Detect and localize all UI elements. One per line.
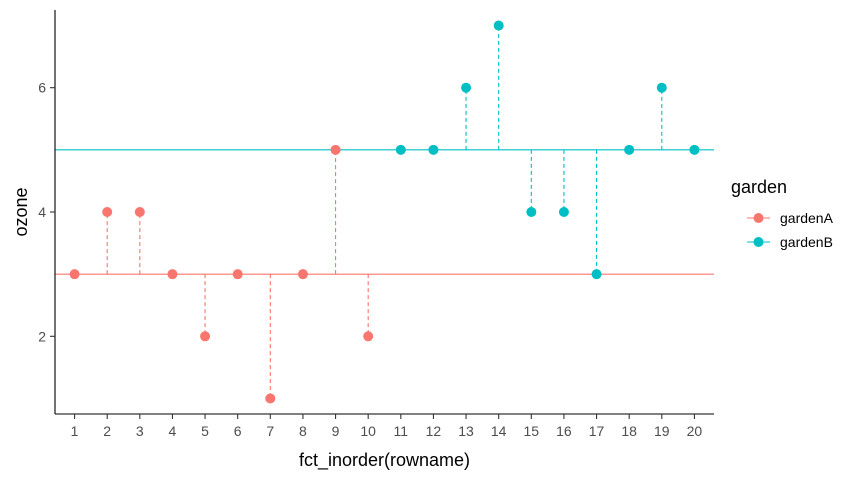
plot-area xyxy=(55,20,714,404)
point-gardenA-2 xyxy=(102,207,113,217)
x-tick-label-8: 8 xyxy=(299,423,307,439)
point-gardenA-8 xyxy=(297,269,308,280)
x-tick-label-4: 4 xyxy=(169,423,177,439)
y-axis-title: ozone xyxy=(11,187,31,236)
legend-label-gardenB: gardenB xyxy=(780,234,833,250)
x-tick-label-5: 5 xyxy=(201,423,209,439)
legend: garden gardenA gardenB xyxy=(731,177,834,250)
point-gardenA-4 xyxy=(167,269,178,280)
y-tick-label-4: 4 xyxy=(38,204,46,220)
legend-label-gardenA: gardenA xyxy=(780,210,834,226)
point-gardenA-3 xyxy=(134,207,145,217)
x-tick-label-7: 7 xyxy=(266,423,274,439)
x-tick-label-9: 9 xyxy=(332,423,340,439)
point-gardenA-7 xyxy=(265,393,276,404)
point-gardenB-13 xyxy=(461,82,472,93)
x-tick-label-14: 14 xyxy=(491,423,507,439)
x-tick-label-15: 15 xyxy=(524,423,540,439)
x-axis-title: fct_inorder(rowname) xyxy=(299,450,470,471)
point-gardenB-12 xyxy=(428,144,439,155)
x-tick-label-19: 19 xyxy=(654,423,670,439)
x-tick-label-11: 11 xyxy=(394,423,409,439)
x-tick-label-16: 16 xyxy=(556,423,572,439)
x-tick-label-13: 13 xyxy=(458,423,474,439)
x-tick-label-18: 18 xyxy=(621,423,637,439)
point-gardenA-10 xyxy=(363,331,374,342)
point-gardenA-1 xyxy=(69,269,80,280)
y-tick-label-6: 6 xyxy=(38,80,46,96)
x-tick-label-12: 12 xyxy=(426,423,442,439)
legend-title: garden xyxy=(731,177,787,197)
point-gardenB-19 xyxy=(656,82,667,93)
point-gardenA-5 xyxy=(200,331,211,342)
x-tick-label-20: 20 xyxy=(687,423,703,439)
point-gardenB-11 xyxy=(395,144,406,155)
legend-key-point-gardenA xyxy=(753,213,764,223)
x-tick-label-6: 6 xyxy=(234,423,242,439)
x-tick-label-17: 17 xyxy=(589,423,605,439)
point-gardenA-9 xyxy=(330,144,341,155)
point-gardenB-16 xyxy=(558,207,569,217)
point-gardenA-6 xyxy=(232,269,243,280)
legend-key-point-gardenB xyxy=(753,237,764,247)
point-gardenB-15 xyxy=(526,207,537,217)
x-tick-label-10: 10 xyxy=(360,423,376,439)
y-tick-label-2: 2 xyxy=(38,328,46,344)
point-gardenB-14 xyxy=(493,20,504,31)
x-tick-label-2: 2 xyxy=(103,423,111,439)
point-gardenB-17 xyxy=(591,269,602,280)
x-tick-label-3: 3 xyxy=(136,423,144,439)
point-gardenB-20 xyxy=(689,144,700,155)
point-gardenB-18 xyxy=(624,144,635,155)
x-tick-label-1: 1 xyxy=(71,423,79,439)
